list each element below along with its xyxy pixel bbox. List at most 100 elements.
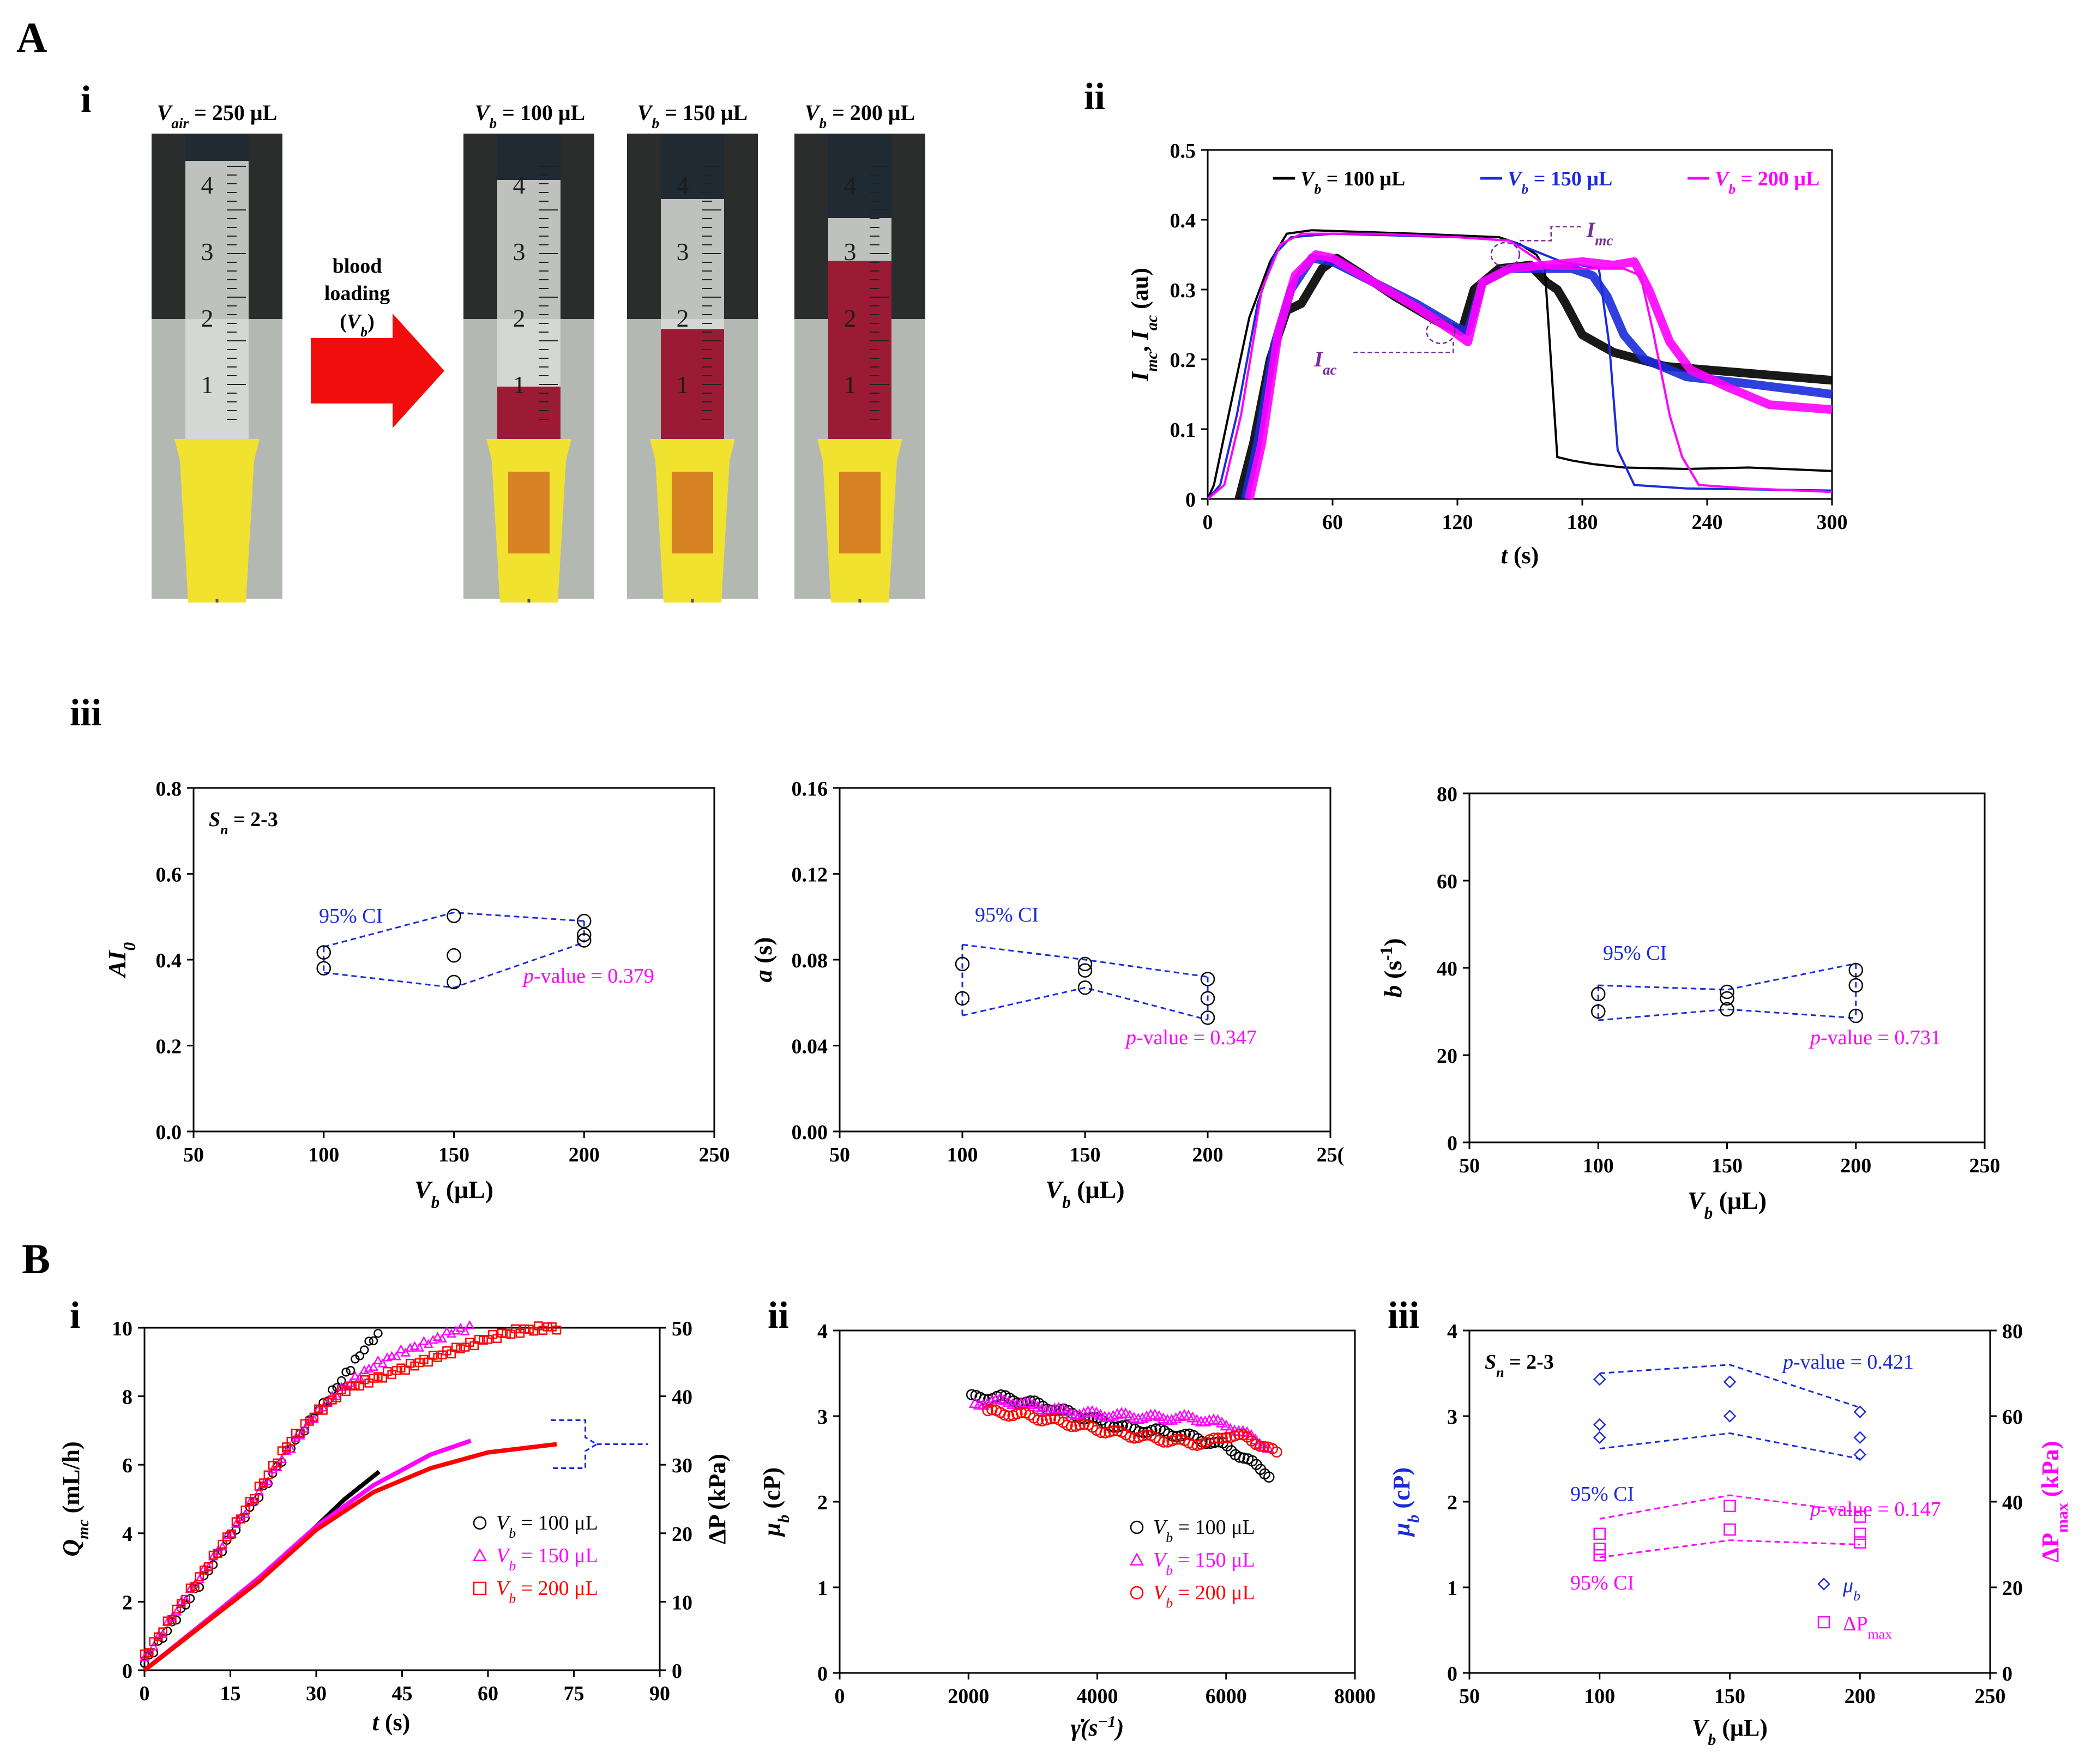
viscosity-marker — [1129, 1432, 1140, 1444]
flow-marker — [328, 1395, 337, 1405]
flow-marker — [378, 1374, 388, 1383]
syringe-number: 1 — [513, 371, 526, 399]
label-part: μ — [1388, 1523, 1415, 1537]
y-tick-label: 3 — [1447, 1406, 1457, 1429]
label-part: ac — [1143, 315, 1161, 330]
y2-tick-label: 20 — [2002, 1577, 2023, 1600]
y-tick-label: 2 — [817, 1491, 828, 1514]
flow-marker — [479, 1335, 488, 1345]
x-tick-label: 150 — [1070, 1143, 1101, 1166]
plot-frame — [1207, 149, 1833, 500]
plot-frame — [192, 787, 715, 1133]
legend-entry: Vb = 100 μL — [1153, 1516, 1255, 1545]
syringe-number: 2 — [513, 304, 526, 332]
label-part: -value = 0.379 — [534, 965, 654, 988]
label-part: mc — [1143, 352, 1161, 372]
y-tick-label: 0.6 — [156, 864, 182, 887]
flow-marker — [171, 1606, 182, 1616]
flow-marker — [263, 1470, 273, 1480]
subpanel-b-iii: iii — [1388, 1295, 1419, 1336]
viscosity-marker — [1003, 1410, 1015, 1422]
y-tick-label: 0.08 — [792, 949, 828, 972]
x-tick-label: 120 — [1442, 511, 1473, 534]
flow-marker — [318, 1406, 328, 1415]
flow-marker — [552, 1325, 562, 1335]
flow-marker — [391, 1351, 402, 1360]
legend-entry: Vb = 150 μL — [496, 1544, 598, 1574]
viscosity-marker — [1170, 1412, 1182, 1423]
viscosity-marker — [1199, 1415, 1212, 1426]
label-part: (cP) — [758, 1467, 785, 1515]
x-tick-label: 250 — [1975, 1685, 2006, 1708]
flow-marker — [483, 1334, 493, 1344]
flow-marker — [419, 1354, 429, 1364]
x-axis-label: Vb (μL) — [414, 1176, 493, 1212]
mu-ci-lower — [1599, 1432, 1860, 1460]
annotation-imc: Imc — [1586, 218, 1613, 249]
label-part: = 100 μL — [1321, 167, 1405, 190]
data-point — [1077, 980, 1093, 995]
flow-marker — [291, 1429, 300, 1438]
syringe-number: 2 — [201, 304, 214, 332]
label-part: b — [1166, 1530, 1173, 1545]
y-tick-label: 0.1 — [1170, 419, 1196, 442]
syringe-number: 2 — [844, 304, 857, 332]
label-part: b — [652, 115, 659, 131]
flow-marker — [359, 1345, 369, 1354]
series-line-mc — [1207, 232, 1833, 500]
y-tick-label: 4 — [122, 1523, 132, 1546]
y-tick-label: 0.4 — [156, 949, 182, 972]
y-tick-label: 1 — [1447, 1577, 1457, 1600]
x-tick-label: 60 — [1322, 511, 1343, 534]
x-tick-label: 15 — [220, 1682, 241, 1705]
x-tick-label: 250 — [1969, 1154, 2000, 1177]
dp-ci-upper — [1599, 1494, 1860, 1520]
flow-marker — [286, 1444, 296, 1453]
legend-entry-mu: μb — [1842, 1574, 1860, 1604]
label-part: b — [431, 1193, 440, 1212]
flow-marker — [231, 1517, 241, 1526]
x-tick-label: 200 — [1192, 1143, 1224, 1166]
x-tick-label: 50 — [829, 1143, 850, 1166]
x-tick-label: 200 — [569, 1143, 600, 1166]
label-part: I — [1126, 371, 1153, 382]
label-part: b — [1704, 1203, 1713, 1223]
x-tick-label: 0 — [140, 1682, 150, 1705]
label-part: mc — [74, 1519, 92, 1539]
flow-marker — [419, 1336, 429, 1345]
viscosity-marker — [1221, 1432, 1232, 1443]
data-point — [1200, 1010, 1215, 1025]
plot-frame — [1468, 792, 1986, 1143]
flow-marker — [140, 1659, 149, 1668]
flow-marker — [318, 1402, 328, 1412]
flow-marker — [460, 1326, 471, 1335]
viscosity-marker — [1234, 1452, 1245, 1463]
sample-size-label: Sn = 2-3 — [1485, 1351, 1554, 1380]
annotation-ring-iac — [1426, 318, 1456, 345]
plot-frame — [143, 1327, 661, 1671]
dp-point — [1854, 1510, 1866, 1523]
y-tick-label: 2 — [1447, 1491, 1457, 1514]
flow-marker — [140, 1649, 149, 1659]
label-part: b — [509, 1591, 516, 1606]
flow-marker — [254, 1486, 264, 1496]
label-part: b — [775, 1515, 793, 1523]
label-part: b — [1853, 1588, 1860, 1604]
annotation-leader-imc — [1520, 226, 1582, 242]
syringe-number: 1 — [844, 371, 857, 399]
flow-marker — [382, 1366, 392, 1376]
flow-marker — [400, 1347, 411, 1357]
legend-marker — [1129, 1552, 1144, 1566]
label-part: b — [1521, 181, 1528, 197]
label-part: n — [220, 822, 228, 838]
y2-tick-label: 40 — [672, 1386, 692, 1409]
flow-marker — [149, 1637, 159, 1646]
series-line-ac — [1245, 250, 1833, 500]
viscosity-marker — [1027, 1398, 1040, 1409]
y-tick-label: 20 — [1437, 1045, 1457, 1068]
data-point — [955, 991, 970, 1006]
viscosity-marker — [1220, 1419, 1232, 1431]
flow-marker — [373, 1355, 383, 1365]
syringe-number: 3 — [677, 238, 689, 266]
